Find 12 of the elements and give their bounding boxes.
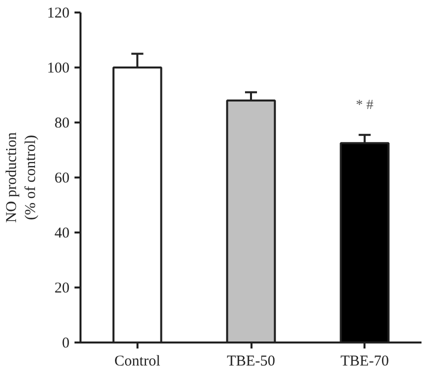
x-tick-label: TBE-70 (340, 354, 389, 370)
y-tick-label: 80 (54, 116, 70, 132)
x-tick-label: TBE-50 (226, 354, 276, 370)
annotation: * # (356, 98, 374, 113)
y-tick-label: 0 (62, 336, 70, 352)
y-tick-label: 120 (47, 6, 70, 22)
x-tick-label: Control (114, 354, 160, 370)
y-tick-label: 40 (54, 226, 70, 242)
y-axis-title: NO production (% of control) (4, 132, 39, 223)
y-tick-label: 60 (54, 170, 70, 186)
y-tick-label: 20 (54, 280, 70, 296)
y-tick-label: 100 (47, 60, 70, 76)
